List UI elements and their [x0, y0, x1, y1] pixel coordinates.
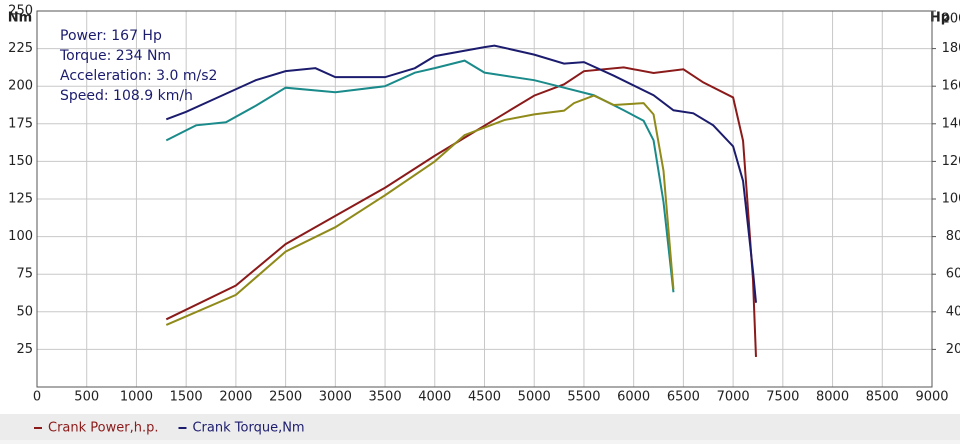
y2-tick-label: 20	[946, 342, 960, 357]
annotation: Power: 167 Hp	[60, 28, 162, 44]
legend-label: Crank Power,h.p.	[48, 421, 158, 436]
series-line	[165, 44, 757, 303]
y2-tick-label: 60	[946, 267, 960, 282]
y2-tick-label: 160	[942, 79, 960, 94]
legend-strip	[0, 414, 960, 440]
annotation: Acceleration: 3.0 m/s2	[60, 68, 217, 84]
y-tick-label: 125	[8, 192, 33, 207]
x-tick-label: 3000	[319, 390, 352, 405]
x-tick-label: 7500	[766, 390, 799, 405]
y2-tick-label: 180	[942, 41, 960, 56]
y-tick-label: 225	[8, 41, 33, 56]
y2-tick-label: 100	[942, 192, 960, 207]
x-tick-label: 6500	[667, 390, 700, 405]
x-tick-label: 7000	[717, 390, 750, 405]
x-tick-label: 2000	[219, 390, 252, 405]
y2-tick-label: 80	[946, 229, 960, 244]
x-tick-label: 1000	[120, 390, 153, 405]
plot-frame	[36, 10, 933, 388]
series-line	[165, 94, 675, 326]
y2-tick-label: 120	[942, 154, 960, 169]
x-tick-label: 2500	[269, 390, 302, 405]
y-tick-label: 200	[8, 79, 33, 94]
legend-label: Crank Torque,Nm	[192, 421, 304, 436]
annotation: Torque: 234 Nm	[59, 48, 171, 64]
y2-tick-label: 140	[942, 116, 960, 131]
x-tick-label: 4000	[418, 390, 451, 405]
series-line	[165, 66, 757, 357]
x-tick-label: 6000	[617, 390, 650, 405]
series-line	[165, 59, 675, 293]
y-tick-label: 100	[8, 229, 33, 244]
y2-axis-label: Hp	[930, 11, 950, 26]
x-tick-label: 500	[74, 390, 99, 405]
x-tick-label: 8500	[866, 390, 899, 405]
x-tick-label: 9000	[915, 390, 948, 405]
y-tick-label: 250	[8, 4, 33, 19]
x-tick-label: 3500	[369, 390, 402, 405]
x-tick-label: 1500	[170, 390, 203, 405]
y2-tick-label: 40	[946, 304, 960, 319]
y-tick-label: 75	[16, 267, 33, 282]
annotation: Speed: 108.9 km/h	[60, 88, 193, 104]
y-tick-label: 25	[16, 342, 33, 357]
x-tick-label: 8000	[816, 390, 849, 405]
x-tick-label: 4500	[468, 390, 501, 405]
x-tick-label: 5500	[567, 390, 600, 405]
y-tick-label: 50	[16, 304, 33, 319]
y-tick-label: 150	[8, 154, 33, 169]
y-tick-label: 175	[8, 116, 33, 131]
y-axis-label: Nm	[8, 11, 32, 26]
x-tick-label: 5000	[518, 390, 551, 405]
x-tick-label: 0	[33, 390, 41, 405]
y2-tick-label: 200	[942, 12, 960, 27]
